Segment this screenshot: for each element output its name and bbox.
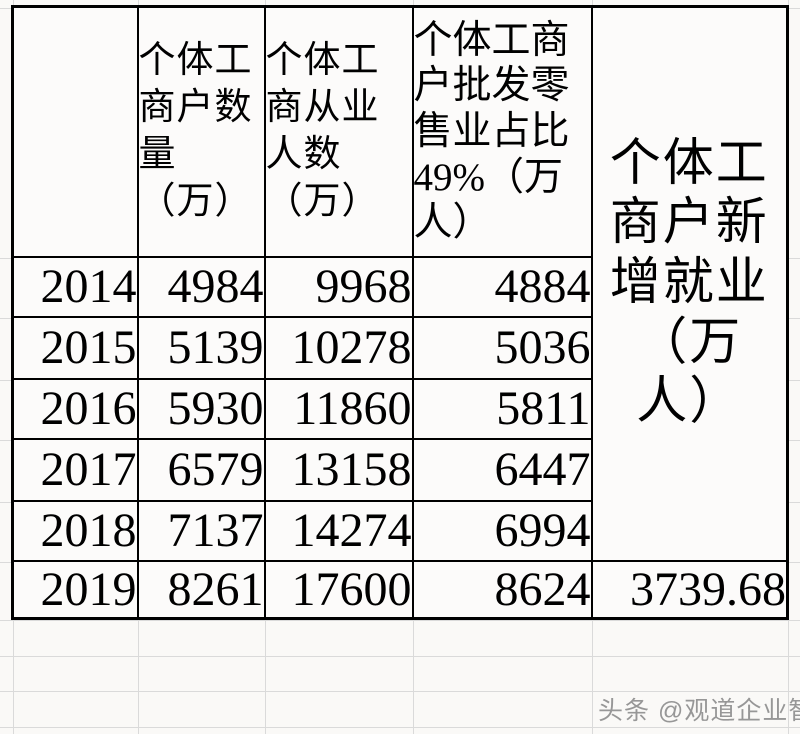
watermark-text: 头条 @观道企业智库 xyxy=(598,697,800,725)
year-cell[interactable]: 2016 xyxy=(11,377,139,440)
data-table: 个体工 商户数 量 （万） 个体工 商从业 人数 （万） 个体工商 户批发零 售… xyxy=(11,5,789,620)
employees-cell[interactable]: 13158 xyxy=(263,437,414,502)
year-cell[interactable]: 2019 xyxy=(11,559,139,620)
employees-cell[interactable]: 10278 xyxy=(263,315,414,380)
table-row: 2014 4984 9968 4884 xyxy=(11,255,788,318)
count-cell[interactable]: 6579 xyxy=(136,437,266,502)
table-row: 2019 8261 17600 8624 3739.68 xyxy=(11,559,789,620)
gridline xyxy=(0,656,800,657)
year-cell[interactable]: 2014 xyxy=(11,255,139,318)
count-cell[interactable]: 5139 xyxy=(136,315,266,380)
employees-cell[interactable]: 11860 xyxy=(263,377,414,440)
header-cell-retail-share[interactable]: 个体工商 户批发零 售业占比 49%（万 人） xyxy=(411,5,593,258)
year-cell[interactable]: 2015 xyxy=(11,315,139,380)
employees-cell[interactable]: 14274 xyxy=(263,499,414,562)
count-cell[interactable]: 5930 xyxy=(136,377,266,440)
count-cell[interactable]: 7137 xyxy=(136,499,266,562)
gridline xyxy=(0,727,800,728)
table-row: 2018 7137 14274 6994 xyxy=(11,499,788,562)
new-jobs-cell[interactable]: 3739.68 xyxy=(590,559,789,620)
gridline xyxy=(0,691,800,692)
retail-cell[interactable]: 8624 xyxy=(411,559,593,620)
header-cell-employees[interactable]: 个体工 商从业 人数 （万） xyxy=(263,5,414,258)
retail-cell[interactable]: 6447 xyxy=(411,437,593,502)
count-cell[interactable]: 8261 xyxy=(136,559,266,620)
retail-cell[interactable]: 5811 xyxy=(411,377,593,440)
year-cell[interactable]: 2018 xyxy=(11,499,139,562)
count-cell[interactable]: 4984 xyxy=(136,255,266,318)
header-row: 个体工 商户数 量 （万） 个体工 商从业 人数 （万） 个体工商 户批发零 售… xyxy=(11,5,789,562)
gridline xyxy=(0,620,800,621)
table-row: 2015 5139 10278 5036 xyxy=(11,315,788,380)
retail-cell[interactable]: 6994 xyxy=(411,499,593,562)
employees-cell[interactable]: 9968 xyxy=(263,255,414,318)
header-cell-count[interactable]: 个体工 商户数 量 （万） xyxy=(136,5,266,258)
retail-cell[interactable]: 4884 xyxy=(411,255,593,318)
table-row: 2017 6579 13158 6447 xyxy=(11,437,788,502)
year-cell[interactable]: 2017 xyxy=(11,437,139,502)
header-cell-empty[interactable] xyxy=(11,5,139,258)
retail-cell[interactable]: 5036 xyxy=(411,315,593,380)
header-cell-new-jobs[interactable]: 个体工 商户新 增就业 （万 人） xyxy=(590,5,789,562)
table-row: 2016 5930 11860 5811 xyxy=(11,377,788,440)
employees-cell[interactable]: 17600 xyxy=(263,559,414,620)
